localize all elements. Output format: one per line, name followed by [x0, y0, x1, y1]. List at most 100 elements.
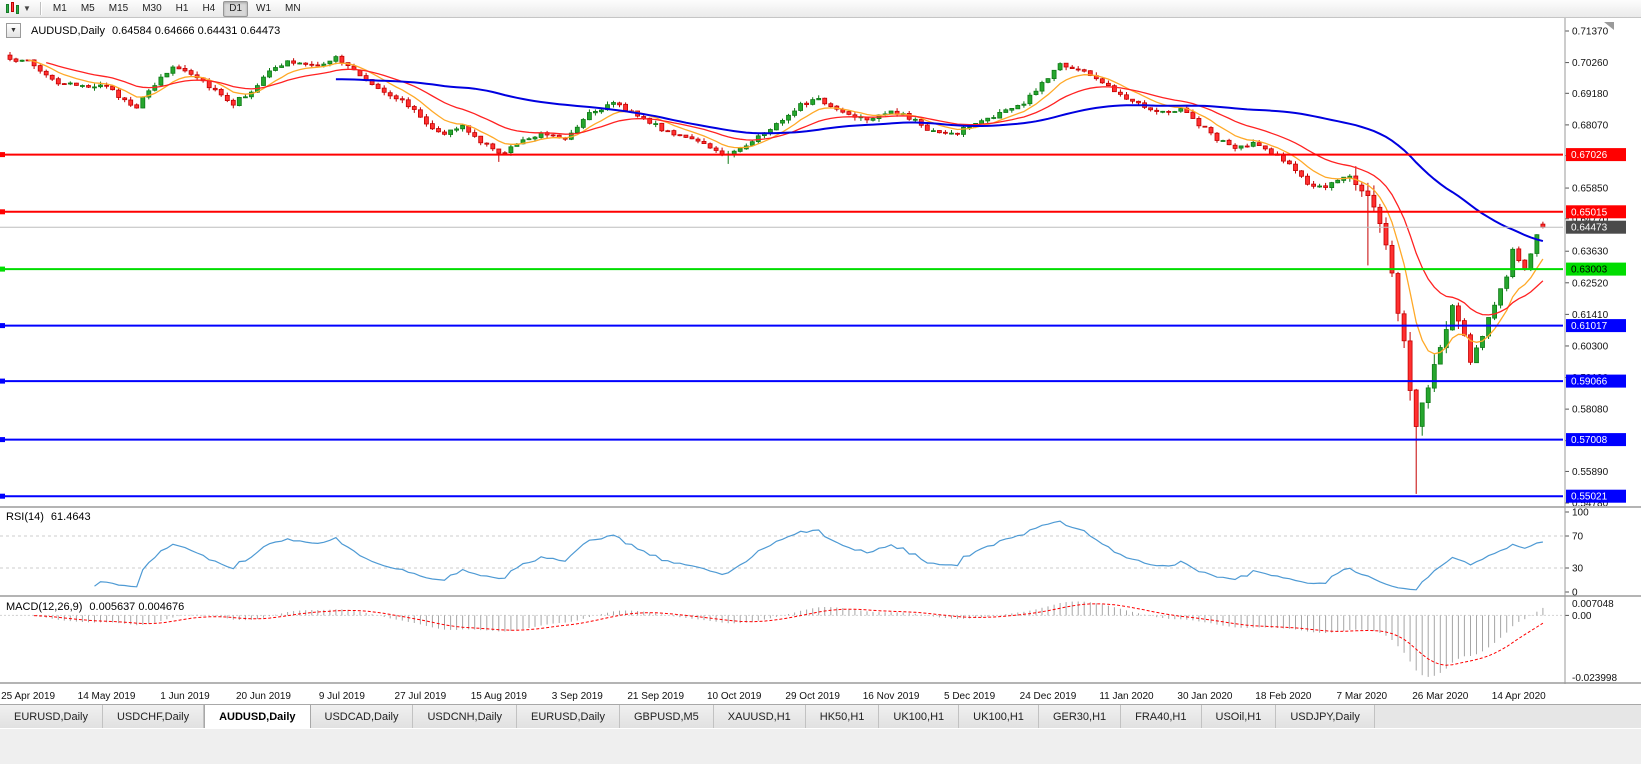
svg-text:0.60300: 0.60300 — [1572, 341, 1609, 352]
price-badge-0.65015: 0.65015 — [1566, 205, 1626, 218]
svg-text:0.55021: 0.55021 — [1571, 492, 1608, 503]
ma-fast-line — [27, 59, 1544, 355]
svg-text:1 Jun 2019: 1 Jun 2019 — [160, 691, 210, 702]
svg-text:14 Apr 2020: 14 Apr 2020 — [1492, 691, 1546, 702]
timeframe-button-W1[interactable]: W1 — [256, 2, 272, 14]
chevron-down-icon[interactable]: ▼ — [23, 4, 31, 13]
chart-menu-caret-icon[interactable]: ▼ — [6, 23, 21, 38]
svg-text:27 Jul 2019: 27 Jul 2019 — [395, 691, 447, 702]
svg-text:15 Aug 2019: 15 Aug 2019 — [471, 691, 528, 702]
chart-tabs: EURUSD,Daily USDCHF,Daily AUDUSD,Daily USDC… — [0, 704, 1641, 728]
svg-text:0: 0 — [1572, 588, 1578, 599]
price-badge-0.55021: 0.55021 — [1566, 489, 1626, 503]
svg-text:0.59066: 0.59066 — [1571, 377, 1608, 388]
hline-0.65015[interactable] — [0, 209, 1563, 215]
timeframe-button-H1[interactable]: H1 — [175, 2, 189, 14]
svg-text:0.63630: 0.63630 — [1572, 247, 1609, 258]
svg-text:24 Dec 2019: 24 Dec 2019 — [1020, 691, 1077, 702]
chart-shift-marker[interactable] — [1604, 22, 1614, 30]
svg-text:30: 30 — [1572, 564, 1584, 575]
rsi-line — [94, 520, 1543, 591]
svg-text:5 Dec 2019: 5 Dec 2019 — [944, 691, 996, 702]
svg-text:10 Oct 2019: 10 Oct 2019 — [707, 691, 762, 702]
ma-slow-line — [335, 78, 1544, 243]
chart-tab-AUDUSD-Daily[interactable]: AUDUSD,Daily — [204, 705, 311, 728]
svg-text:0.007048: 0.007048 — [1572, 599, 1614, 610]
candlesticks — [7, 52, 1546, 494]
svg-text:0.57008: 0.57008 — [1571, 435, 1608, 446]
svg-text:0.63003: 0.63003 — [1571, 265, 1608, 276]
svg-text:11 Jan 2020: 11 Jan 2020 — [1099, 691, 1154, 702]
hline-0.63003[interactable] — [0, 266, 1563, 272]
chart-tab-USDCAD-Daily[interactable]: USDCAD,Daily — [310, 705, 414, 728]
hline-0.55021[interactable] — [0, 493, 1563, 499]
svg-text:0.65850: 0.65850 — [1572, 184, 1609, 195]
chart-ohlc-values: 0.64584 0.64666 0.64431 0.64473 — [111, 24, 281, 37]
svg-text:9 Jul 2019: 9 Jul 2019 — [319, 691, 366, 702]
svg-text:26 Mar 2020: 26 Mar 2020 — [1412, 691, 1469, 702]
price-badge-0.61017: 0.61017 — [1566, 319, 1626, 333]
timeframe-button-MN[interactable]: MN — [285, 2, 301, 14]
svg-text:0.64473: 0.64473 — [1571, 223, 1608, 234]
chart-symbol-period: AUDUSD,Daily — [31, 24, 105, 37]
timeframe-button-D1[interactable]: D1 — [223, 0, 249, 17]
rsi-indicator-name: RSI(14) — [6, 511, 44, 523]
hline-0.67026[interactable] — [0, 152, 1563, 158]
chart-tab-GBPUSD-M5[interactable]: GBPUSD,M5 — [620, 705, 714, 728]
time-axis: 25 Apr 2019 14 May 2019 1 Jun 2019 20 Jun 2… — [1, 691, 1546, 702]
svg-text:29 Oct 2019: 29 Oct 2019 — [785, 691, 840, 702]
svg-text:0.68070: 0.68070 — [1572, 120, 1609, 131]
timeframe-button-M5[interactable]: M5 — [80, 2, 95, 14]
chart-tab-FRA40-H1[interactable]: FRA40,H1 — [1121, 705, 1202, 728]
price-chart-canvas[interactable]: 0.713700.702600.691800.680700.669900.658… — [0, 18, 1641, 704]
chart-tab-USDCHF-Daily[interactable]: USDCHF,Daily — [102, 705, 205, 728]
chart-tab-UK100-H1[interactable]: UK100,H1 — [879, 705, 960, 728]
price-badge-0.57008: 0.57008 — [1566, 433, 1626, 446]
chart-tab-EURUSD-Daily[interactable]: EURUSD,Daily — [517, 705, 620, 728]
svg-text:0.62520: 0.62520 — [1572, 278, 1609, 289]
chart-tab-XAUUSD-H1[interactable]: XAUUSD,H1 — [713, 705, 806, 728]
macd-signal-line — [34, 603, 1544, 666]
macd-label: MACD(12,26,9) 0.005637 0.004676 — [6, 601, 184, 613]
timeframe-button-M30[interactable]: M30 — [142, 2, 162, 14]
chart-tab-HK50-H1[interactable]: HK50,H1 — [805, 705, 880, 728]
svg-text:14 May 2019: 14 May 2019 — [78, 691, 136, 702]
chart-title: ▼ AUDUSD,Daily 0.64584 0.64666 0.64431 0… — [6, 23, 280, 38]
candlestick-chart-icon[interactable] — [5, 2, 20, 15]
panel-splitter[interactable] — [0, 506, 1641, 508]
timeframe-button-M15[interactable]: M15 — [108, 2, 129, 14]
svg-text:0.58080: 0.58080 — [1572, 405, 1609, 416]
svg-text:20 Jun 2019: 20 Jun 2019 — [236, 691, 291, 702]
hline-0.59066[interactable] — [0, 378, 1563, 384]
chart-tab-USDJPY-Daily[interactable]: USDJPY,Daily — [1276, 705, 1375, 728]
panel-splitter[interactable] — [0, 682, 1641, 684]
svg-text:3 Sep 2019: 3 Sep 2019 — [552, 691, 604, 702]
rsi-indicator-value: 61.4643 — [50, 511, 91, 523]
price-badge-0.59066: 0.59066 — [1566, 374, 1626, 388]
timeframe-buttons: M1 M5 M15 M30 H1 H4 D1 W1 MN — [46, 0, 308, 17]
svg-text:0.00: 0.00 — [1572, 611, 1592, 622]
chart-tab-USOil-H1[interactable]: USOil,H1 — [1201, 705, 1277, 728]
timeframe-button-H4[interactable]: H4 — [202, 2, 216, 14]
toolbar: ▼ M1 M5 M15 M30 H1 H4 D1 W1 MN — [0, 0, 1641, 18]
svg-text:7 Mar 2020: 7 Mar 2020 — [1337, 691, 1388, 702]
svg-text:70: 70 — [1572, 532, 1584, 543]
svg-text:0.71370: 0.71370 — [1572, 27, 1609, 38]
chart-tab-GER30-H1[interactable]: GER30,H1 — [1038, 705, 1122, 728]
chart-region: 0.713700.702600.691800.680700.669900.658… — [0, 18, 1641, 704]
chart-tab-UK100-H1[interactable]: UK100,H1 — [959, 705, 1039, 728]
timeframe-button-M1[interactable]: M1 — [52, 2, 67, 14]
toolbar-separator — [39, 2, 41, 15]
hline-0.61017[interactable] — [0, 323, 1563, 329]
svg-text:0.64770: 0.64770 — [1572, 214, 1609, 225]
svg-text:0.67026: 0.67026 — [1571, 150, 1608, 161]
chart-tab-EURUSD-Daily[interactable]: EURUSD,Daily — [0, 705, 103, 728]
panel-splitter[interactable] — [0, 595, 1641, 597]
svg-text:25 Apr 2019: 25 Apr 2019 — [1, 691, 55, 702]
chart-tab-USDCNH-Daily[interactable]: USDCNH,Daily — [413, 705, 518, 728]
hline-0.57008[interactable] — [0, 437, 1563, 443]
svg-text:-0.023998: -0.023998 — [1572, 673, 1617, 684]
svg-text:0.61017: 0.61017 — [1571, 321, 1608, 332]
svg-text:30 Jan 2020: 30 Jan 2020 — [1177, 691, 1232, 702]
